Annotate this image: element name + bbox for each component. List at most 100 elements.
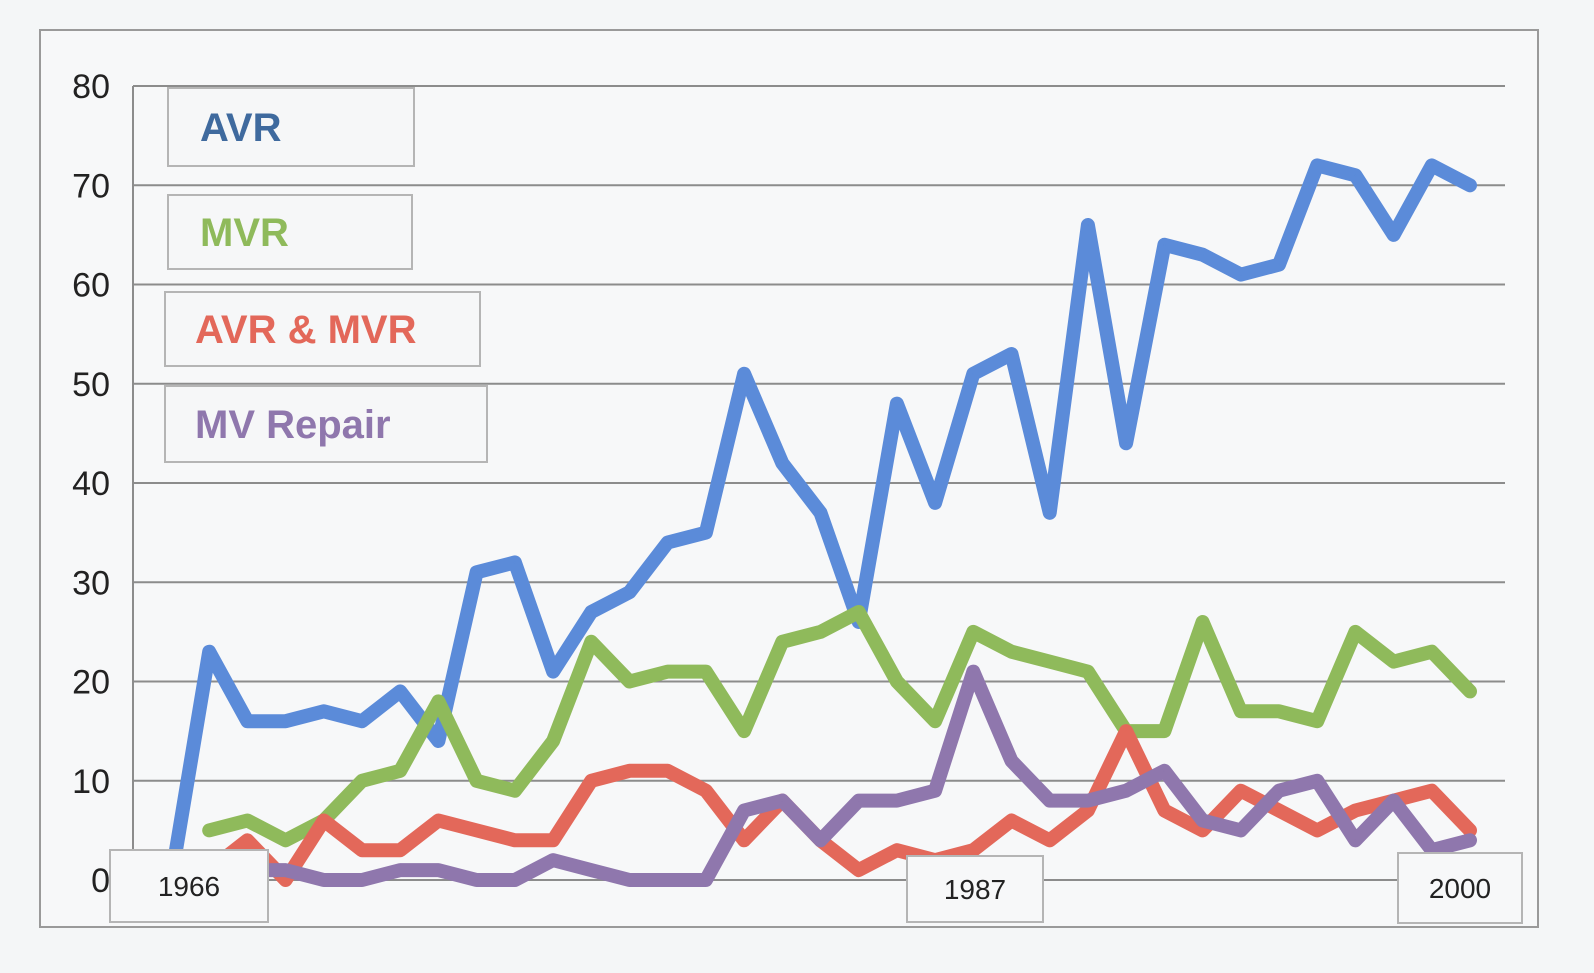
data-point: [1125, 789, 1128, 792]
data-point: [704, 879, 707, 881]
data-point: [361, 849, 364, 852]
y-tick-label: 60: [72, 267, 110, 305]
x-label-text: 1966: [158, 871, 220, 902]
data-point: [399, 869, 402, 872]
y-tick-label: 50: [72, 366, 110, 404]
data-point: [1086, 223, 1089, 226]
data-point: [552, 740, 555, 743]
data-point: [628, 680, 631, 683]
legend-label: MV Repair: [195, 403, 391, 447]
data-point: [1201, 819, 1204, 822]
data-point: [704, 531, 707, 534]
data-point: [1163, 730, 1166, 733]
data-point: [1277, 809, 1280, 812]
data-point: [246, 839, 249, 842]
x-axis-label: 2000: [1397, 852, 1523, 924]
data-point: [399, 690, 402, 693]
data-point: [513, 561, 516, 564]
legend-label: AVR & MVR: [195, 308, 417, 352]
data-point: [666, 541, 669, 544]
data-point: [1163, 809, 1166, 812]
data-point: [666, 879, 669, 881]
data-point: [857, 869, 860, 872]
data-point: [1010, 352, 1013, 355]
data-point: [437, 819, 440, 822]
data-point: [1430, 650, 1433, 653]
data-point: [1239, 829, 1242, 832]
data-point: [552, 670, 555, 673]
data-point: [208, 650, 211, 653]
data-point: [1010, 650, 1013, 653]
data-point: [246, 819, 249, 822]
data-point: [819, 630, 822, 633]
data-point: [1201, 829, 1204, 832]
y-axis-ticks: 0 10 20 30 40 50 60 70 80: [72, 68, 110, 900]
data-point: [666, 670, 669, 673]
data-point: [284, 869, 287, 872]
legend: AVR MVR AVR & MVR MV Repair: [164, 87, 488, 463]
data-point: [361, 779, 364, 782]
data-point: [1316, 829, 1319, 832]
data-point: [1392, 233, 1395, 236]
legend-item: MVR: [167, 194, 413, 270]
data-point: [628, 879, 631, 881]
data-point: [1048, 511, 1051, 514]
data-point: [1163, 243, 1166, 246]
data-point: [1392, 799, 1395, 802]
x-label-text: 2000: [1429, 873, 1491, 904]
data-point: [1125, 442, 1128, 445]
legend-label: MVR: [200, 211, 289, 255]
series-lines: [164, 158, 1477, 887]
data-point: [1316, 779, 1319, 782]
data-point: [552, 859, 555, 862]
data-point: [437, 700, 440, 703]
data-point: [322, 819, 325, 822]
data-point: [857, 611, 860, 614]
data-point: [1201, 620, 1204, 623]
data-point: [1430, 789, 1433, 792]
data-point: [284, 720, 287, 723]
data-point: [628, 591, 631, 594]
data-point: [284, 839, 287, 842]
legend-box: [164, 291, 481, 367]
legend-box: [167, 194, 413, 270]
data-point: [1239, 789, 1242, 792]
data-point: [1354, 809, 1357, 812]
data-point: [743, 372, 746, 375]
y-tick-label: 10: [72, 763, 110, 801]
data-point: [590, 611, 593, 614]
data-point: [1277, 789, 1280, 792]
data-point: [781, 640, 784, 643]
data-point: [322, 879, 325, 881]
data-point: [1125, 730, 1128, 733]
data-point: [1469, 690, 1471, 693]
data-point: [666, 769, 669, 772]
data-point: [857, 799, 860, 802]
data-point: [1354, 174, 1357, 177]
data-point: [895, 680, 898, 683]
data-point: [743, 809, 746, 812]
data-point: [513, 789, 516, 792]
data-point: [895, 799, 898, 802]
data-point: [475, 879, 478, 881]
data-point: [475, 571, 478, 574]
data-point: [361, 720, 364, 723]
data-point: [1277, 710, 1280, 713]
x-axis-label: 1966: [109, 849, 269, 923]
legend-label: AVR: [200, 106, 282, 150]
x-label-box: [1397, 852, 1523, 924]
series-points: [208, 730, 1471, 881]
legend-item: MV Repair: [164, 385, 488, 463]
data-point: [399, 769, 402, 772]
series-points: [208, 611, 1471, 842]
data-point: [361, 879, 364, 881]
data-point: [1354, 630, 1357, 633]
data-point: [1010, 819, 1013, 822]
data-point: [552, 839, 555, 842]
data-point: [1086, 670, 1089, 673]
data-point: [781, 462, 784, 465]
data-point: [895, 402, 898, 405]
data-point: [704, 670, 707, 673]
